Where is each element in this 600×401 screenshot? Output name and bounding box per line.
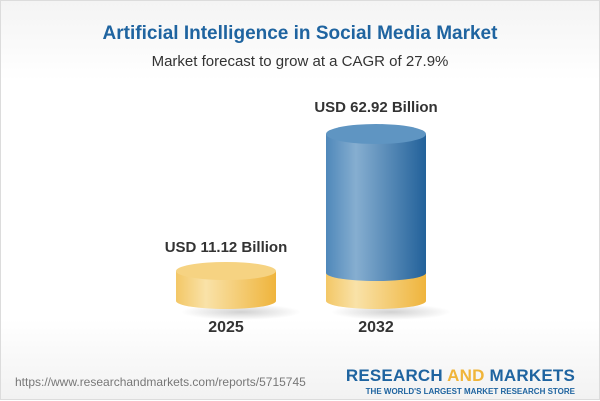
- brand-and: AND: [447, 366, 485, 385]
- year-label-2032: 2032: [358, 319, 394, 336]
- bar-2032: [326, 124, 451, 320]
- source-url[interactable]: https://www.researchandmarkets.com/repor…: [15, 375, 306, 389]
- bar-label-2032: USD 62.92 Billion: [314, 99, 438, 116]
- brand-markets: MARKETS: [484, 366, 575, 385]
- bar-2025: [176, 262, 301, 320]
- bar-label-2025: USD 11.12 Billion: [164, 239, 288, 256]
- brand-logo: RESEARCH AND MARKETS THE WORLD'S LARGEST…: [346, 366, 575, 396]
- brand-research: RESEARCH: [345, 366, 448, 385]
- year-label-2025: 2025: [208, 319, 244, 336]
- chart-title: Artificial Intelligence in Social Media …: [102, 23, 498, 44]
- brand-tagline: THE WORLD'S LARGEST MARKET RESEARCH STOR…: [365, 387, 575, 396]
- chart-subtitle: Market forecast to grow at a CAGR of 27.…: [151, 53, 449, 70]
